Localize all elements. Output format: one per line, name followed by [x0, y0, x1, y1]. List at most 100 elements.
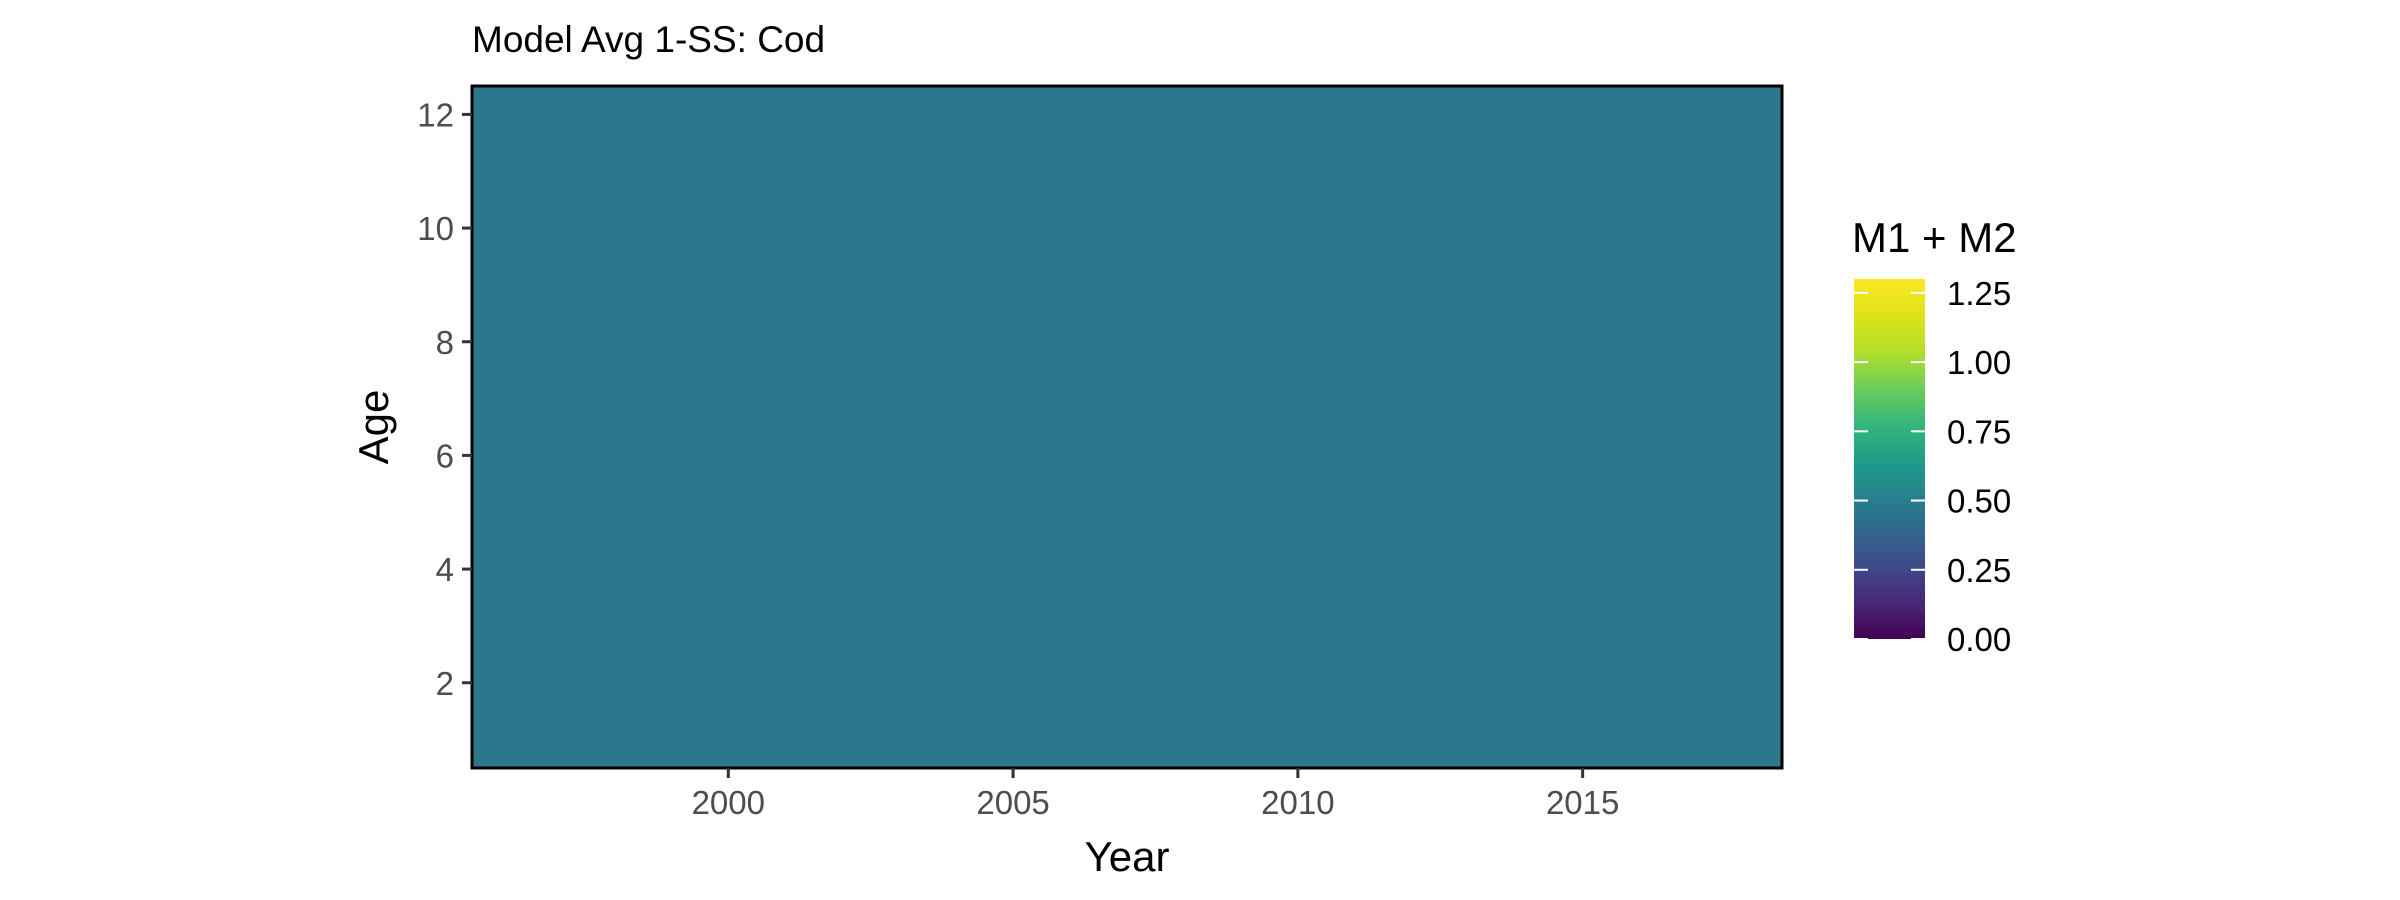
legend-title: M1 + M2 — [1852, 214, 2017, 261]
heatmap-cell — [528, 711, 587, 769]
heatmap-cell — [756, 86, 815, 144]
heatmap-cell — [813, 199, 872, 258]
legend-label: 0.75 — [1947, 413, 2011, 450]
x-tick-label: 2005 — [976, 784, 1049, 821]
heatmap-cell — [528, 654, 587, 712]
heatmap-cell — [1497, 483, 1555, 542]
heatmap-cell — [1155, 370, 1214, 428]
heatmap-cell — [1383, 427, 1441, 485]
heatmap-cell — [1668, 540, 1726, 599]
heatmap-cell — [756, 540, 815, 599]
heatmap-cell — [1041, 256, 1100, 314]
heatmap-cell — [1668, 370, 1726, 428]
heatmap-cell — [642, 313, 701, 371]
heatmap-cell — [927, 313, 986, 371]
heatmap-cell — [1554, 483, 1612, 542]
heatmap-cell — [870, 313, 929, 371]
heatmap-cell — [699, 370, 758, 428]
heatmap-cell — [927, 86, 986, 144]
heatmap-cell — [472, 483, 530, 542]
heatmap-cell — [699, 540, 758, 599]
heatmap-cell — [984, 540, 1043, 599]
heatmap-cell — [1269, 711, 1327, 769]
heatmap-cell — [1611, 142, 1669, 201]
heatmap-cell — [1725, 427, 1783, 485]
heatmap-cell — [1098, 370, 1157, 428]
heatmap-cell — [1269, 540, 1327, 599]
heatmap-cell — [472, 199, 530, 258]
heatmap-cell — [756, 654, 815, 712]
heatmap-cell — [1668, 597, 1726, 655]
heatmap-cell — [1098, 142, 1157, 201]
heatmap-cell — [642, 199, 701, 258]
heatmap-cell — [813, 711, 872, 769]
heatmap-cell — [1440, 427, 1498, 485]
heatmap-cell — [1212, 711, 1270, 769]
heatmap-cell — [1611, 597, 1669, 655]
heatmap-cell — [528, 142, 587, 201]
heatmap-cell — [1554, 427, 1612, 485]
heatmap-cell — [1383, 142, 1441, 201]
heatmap-cell — [1497, 142, 1555, 201]
heatmap-cell — [699, 597, 758, 655]
heatmap-cell — [528, 199, 587, 258]
heatmap-cell — [472, 370, 530, 428]
heatmap-cell — [870, 711, 929, 769]
heatmap-cell — [870, 86, 929, 144]
heatmap-cell — [1326, 142, 1384, 201]
heatmap-cell — [1497, 540, 1555, 599]
heatmap-cell — [585, 86, 644, 144]
heatmap-cell — [813, 540, 872, 599]
heatmap-cell — [1326, 483, 1384, 542]
heatmap-cell — [1212, 86, 1270, 144]
heatmap-cell — [1725, 597, 1783, 655]
heatmap-cell — [1440, 199, 1498, 258]
heatmap-cell — [1725, 483, 1783, 542]
heatmap-cell — [1668, 86, 1726, 144]
heatmap-cell — [472, 427, 530, 485]
heatmap-cell — [756, 597, 815, 655]
y-axis: 2 4 6 8 10 12 — [417, 96, 472, 702]
heatmap-cell — [1269, 313, 1327, 371]
heatmap-cell — [1725, 654, 1783, 712]
heatmap-cell — [1041, 483, 1100, 542]
heatmap-cell — [1041, 654, 1100, 712]
heatmap-cell — [1554, 256, 1612, 314]
heatmap-cell — [528, 427, 587, 485]
heatmap-cell — [1155, 483, 1214, 542]
heatmap-cell — [984, 597, 1043, 655]
heatmap-cell — [1326, 86, 1384, 144]
heatmap-cell — [642, 370, 701, 428]
heatmap-cell — [1611, 256, 1669, 314]
heatmap-cell — [1554, 86, 1612, 144]
heatmap-cell — [1554, 540, 1612, 599]
heatmap-cell — [1497, 597, 1555, 655]
heatmap-cell — [1212, 370, 1270, 428]
heatmap-cell — [642, 597, 701, 655]
heatmap-cell — [984, 256, 1043, 314]
heatmap-cell — [1497, 199, 1555, 258]
heatmap-cell — [1725, 86, 1783, 144]
heatmap-cell — [1554, 597, 1612, 655]
heatmap-cell — [813, 256, 872, 314]
heatmap-cell — [1668, 711, 1726, 769]
heatmap-cell — [870, 199, 929, 258]
heatmap-cell — [1497, 256, 1555, 314]
heatmap-cell — [1269, 370, 1327, 428]
heatmap-cell — [1098, 86, 1157, 144]
heatmap-cell — [1554, 199, 1612, 258]
heatmap-cell — [1440, 597, 1498, 655]
heatmap-cell — [528, 483, 587, 542]
heatmap-cell — [1383, 711, 1441, 769]
y-tick-label: 8 — [436, 324, 454, 361]
heatmap-cell — [927, 142, 986, 201]
heatmap-cell — [472, 313, 530, 371]
heatmap-cell — [585, 427, 644, 485]
legend-label: 0.00 — [1947, 621, 2011, 658]
heatmap-cell — [1440, 370, 1498, 428]
heatmap-cell — [1098, 540, 1157, 599]
heatmap-cell — [1611, 540, 1669, 599]
heatmap-cell — [1383, 256, 1441, 314]
heatmap-cell — [1440, 654, 1498, 712]
